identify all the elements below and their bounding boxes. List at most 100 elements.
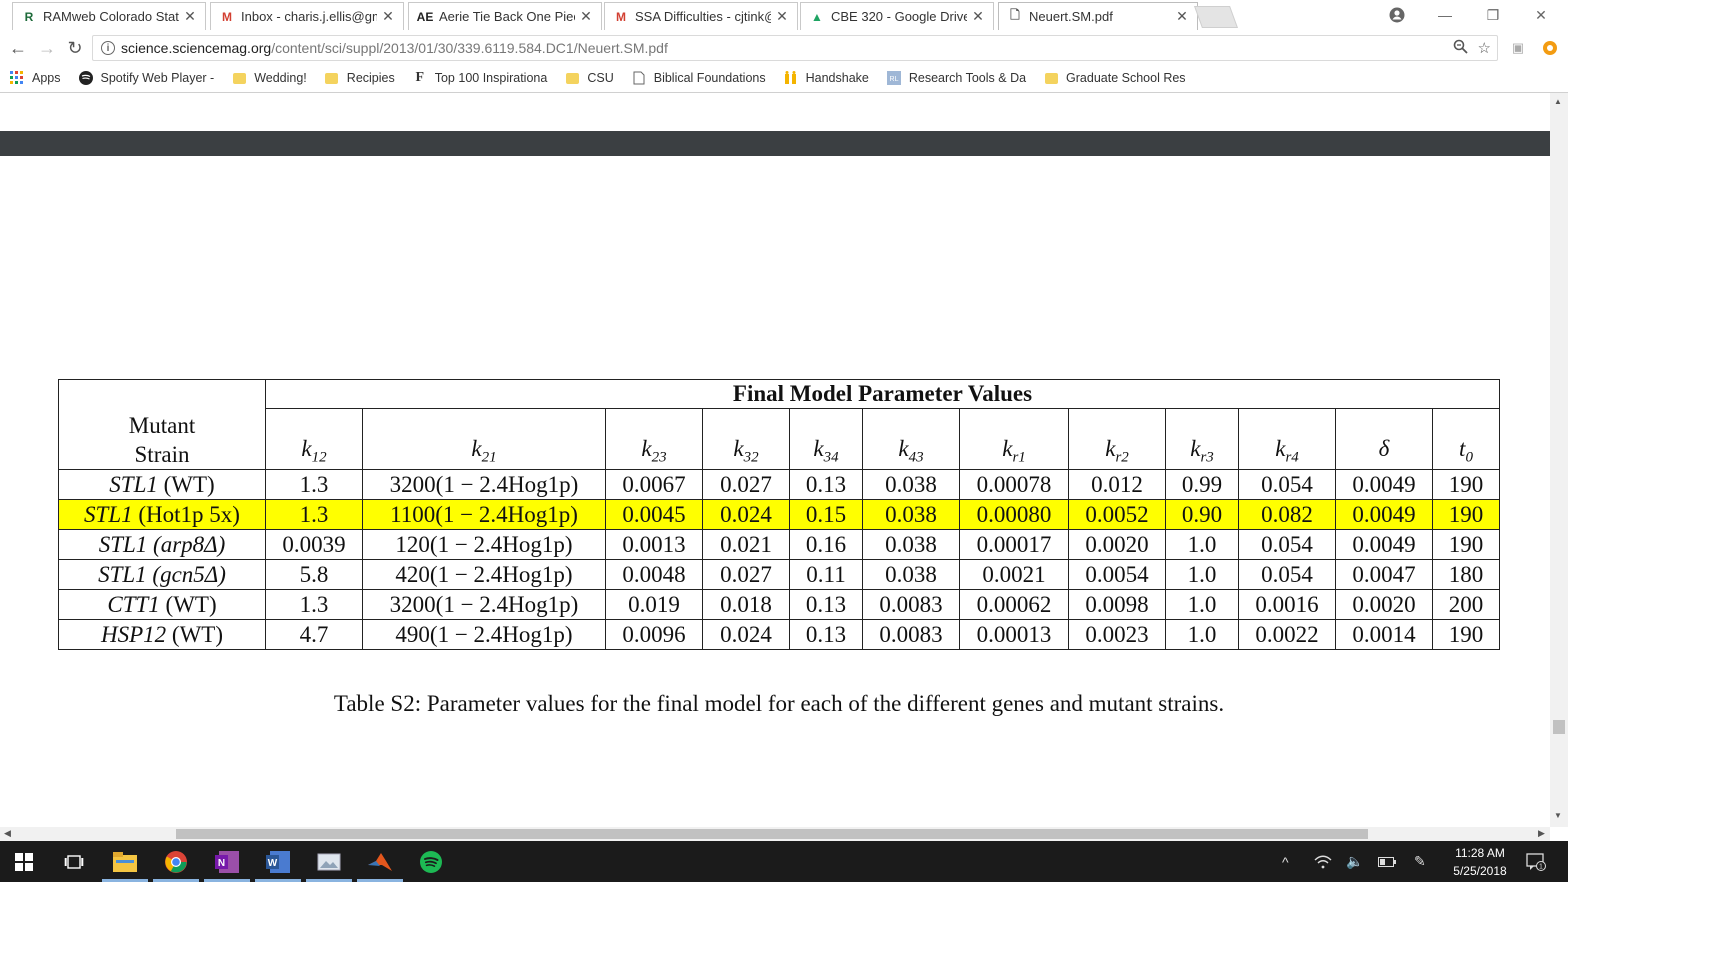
volume-icon[interactable]: 🔈 xyxy=(1346,853,1364,869)
value-cell: 180 xyxy=(1432,559,1500,590)
strain-cell: STL1 (arp8Δ) xyxy=(58,529,266,560)
aerie-icon: AE xyxy=(416,9,434,24)
tab-1[interactable]: R RAMweb Colorado State ✕ xyxy=(12,2,206,30)
bookmark-10[interactable]: Graduate School Res xyxy=(1044,71,1186,85)
tab-close-icon[interactable]: ✕ xyxy=(382,8,394,24)
value-cell: 0.11 xyxy=(789,559,863,590)
battery-icon[interactable] xyxy=(1378,841,1396,882)
active-app-indicator xyxy=(306,879,352,882)
reload-icon[interactable]: ↻ xyxy=(67,37,83,58)
tab-4[interactable]: M SSA Difficulties - cjtink@ ✕ xyxy=(604,2,798,30)
zoom-icon[interactable] xyxy=(1453,39,1468,58)
value-cell: 0.024 xyxy=(702,619,790,650)
folder-icon xyxy=(232,71,246,85)
scroll-down-icon[interactable]: ▼ xyxy=(1554,811,1562,820)
value-cell: 190 xyxy=(1432,619,1500,650)
active-app-indicator xyxy=(255,879,301,882)
onenote-icon[interactable]: N xyxy=(213,848,241,876)
bookmark-4[interactable]: Recipies xyxy=(325,71,395,85)
column-header-2: k21 xyxy=(362,408,606,470)
taskbar-clock[interactable]: 11:28 AM 5/25/2018 xyxy=(1440,844,1520,880)
gene-name: CTT1 xyxy=(107,591,160,617)
bookmark-6[interactable]: CSU xyxy=(565,71,614,85)
strain-header: Mutant Strain xyxy=(58,379,266,470)
bookmark-8[interactable]: Handshake xyxy=(784,71,869,85)
tab-title: Aerie Tie Back One Piece xyxy=(439,9,575,24)
extension-icon[interactable]: ▣ xyxy=(1511,40,1525,55)
pen-icon[interactable]: ✎ xyxy=(1414,853,1426,869)
value-cell: 0.0067 xyxy=(605,469,703,500)
tab-5[interactable]: ▲ CBE 320 - Google Drive ✕ xyxy=(800,2,994,30)
bookmark-label: Handshake xyxy=(805,71,869,85)
value-cell: 0.082 xyxy=(1238,499,1336,530)
tab-close-icon[interactable]: ✕ xyxy=(184,8,196,24)
bookmark-5[interactable]: F Top 100 Inspirationa xyxy=(413,70,547,85)
address-bar[interactable]: i science.sciencemag.org/content/sci/sup… xyxy=(92,35,1498,61)
word-icon[interactable]: W xyxy=(264,848,292,876)
scroll-left-icon[interactable]: ◀ xyxy=(4,828,11,838)
tab-3[interactable]: AE Aerie Tie Back One Piece ✕ xyxy=(408,2,602,30)
bookmark-label: Spotify Web Player - xyxy=(100,71,215,85)
action-center-icon[interactable]: 1 xyxy=(1526,841,1546,882)
vertical-scrollbar[interactable]: ▲ ▼ xyxy=(1550,93,1568,827)
bookmark-label: CSU xyxy=(587,71,614,85)
gene-name: STL1 xyxy=(84,501,133,527)
vertical-scroll-thumb[interactable] xyxy=(1553,720,1565,734)
value-cell: 0.13 xyxy=(789,589,863,620)
site-info-icon[interactable]: i xyxy=(101,41,115,55)
forward-icon[interactable]: → xyxy=(38,37,56,58)
strain-cell: STL1 (gcn5Δ) xyxy=(58,559,266,590)
show-hidden-icons[interactable]: ^ xyxy=(1282,853,1289,870)
photos-icon[interactable] xyxy=(315,848,343,876)
column-subscript: 43 xyxy=(908,450,924,466)
close-window-icon[interactable]: ✕ xyxy=(1535,6,1547,23)
bookmark-2[interactable]: Spotify Web Player - xyxy=(78,71,215,85)
column-subscript: r1 xyxy=(1012,450,1026,466)
windows-start-icon[interactable] xyxy=(10,848,38,876)
active-app-indicator xyxy=(357,879,403,882)
tab-close-icon[interactable]: ✕ xyxy=(1176,8,1188,24)
svg-text:N: N xyxy=(218,858,225,869)
profile-icon[interactable] xyxy=(1374,0,1420,30)
back-icon[interactable]: ← xyxy=(9,37,27,58)
tab-close-icon[interactable]: ✕ xyxy=(776,8,788,24)
bookmark-3[interactable]: Wedding! xyxy=(232,71,307,85)
tab-close-icon[interactable]: ✕ xyxy=(580,8,592,24)
new-tab-button[interactable] xyxy=(1193,6,1239,28)
bookmark-star-icon[interactable]: ☆ xyxy=(1477,40,1491,57)
tab-2[interactable]: M Inbox - charis.j.ellis@gma ✕ xyxy=(210,2,404,30)
bookmark-1[interactable]: Apps xyxy=(10,71,61,85)
wifi-icon[interactable] xyxy=(1314,841,1332,882)
chrome-icon[interactable] xyxy=(162,848,190,876)
task-view-icon[interactable] xyxy=(60,848,88,876)
svg-text:W: W xyxy=(268,858,278,869)
column-symbol: k xyxy=(1190,436,1201,462)
tab-6[interactable]: 🗋 Neuert.SM.pdf ✕ xyxy=(998,2,1198,30)
horizontal-scroll-thumb[interactable] xyxy=(176,829,1368,839)
table-caption: Table S2: Parameter values for the final… xyxy=(333,691,1225,716)
document-icon: 🗋 xyxy=(1010,8,1020,22)
strain-header-line1: Mutant xyxy=(128,413,196,438)
value-cell: 490(1 − 2.4Hog1p) xyxy=(362,619,606,650)
scroll-right-icon[interactable]: ▶ xyxy=(1538,828,1545,838)
value-cell: 0.0039 xyxy=(265,529,363,560)
value-cell: 5.8 xyxy=(265,559,363,590)
spotify-taskbar-icon[interactable] xyxy=(417,848,445,876)
bookmark-7[interactable]: Biblical Foundations xyxy=(632,71,766,85)
matlab-icon[interactable] xyxy=(366,848,394,876)
file-explorer-icon[interactable] xyxy=(111,848,139,876)
bookmark-label: Biblical Foundations xyxy=(653,71,766,85)
value-cell: 0.027 xyxy=(702,469,790,500)
bookmark-9[interactable]: RL Research Tools & Da xyxy=(886,71,1026,85)
value-cell: 0.00017 xyxy=(959,529,1069,560)
scroll-up-icon[interactable]: ▲ xyxy=(1554,97,1562,106)
value-cell: 1.0 xyxy=(1165,559,1239,590)
column-header-8: kr2 xyxy=(1068,408,1166,470)
minimize-icon[interactable]: — xyxy=(1438,7,1452,23)
pdf-viewer[interactable]: Mutant Strain Final Model Parameter Valu… xyxy=(0,93,1550,827)
extension-orange-icon[interactable] xyxy=(1538,36,1562,60)
table-row: STL1 (Hot1p 5x) 1.3 1100(1 − 2.4Hog1p) 0.00… xyxy=(58,499,1500,530)
tab-close-icon[interactable]: ✕ xyxy=(972,8,984,24)
horizontal-scrollbar[interactable]: ◀ ▶ xyxy=(0,827,1550,841)
restore-icon[interactable]: ❐ xyxy=(1486,6,1500,23)
